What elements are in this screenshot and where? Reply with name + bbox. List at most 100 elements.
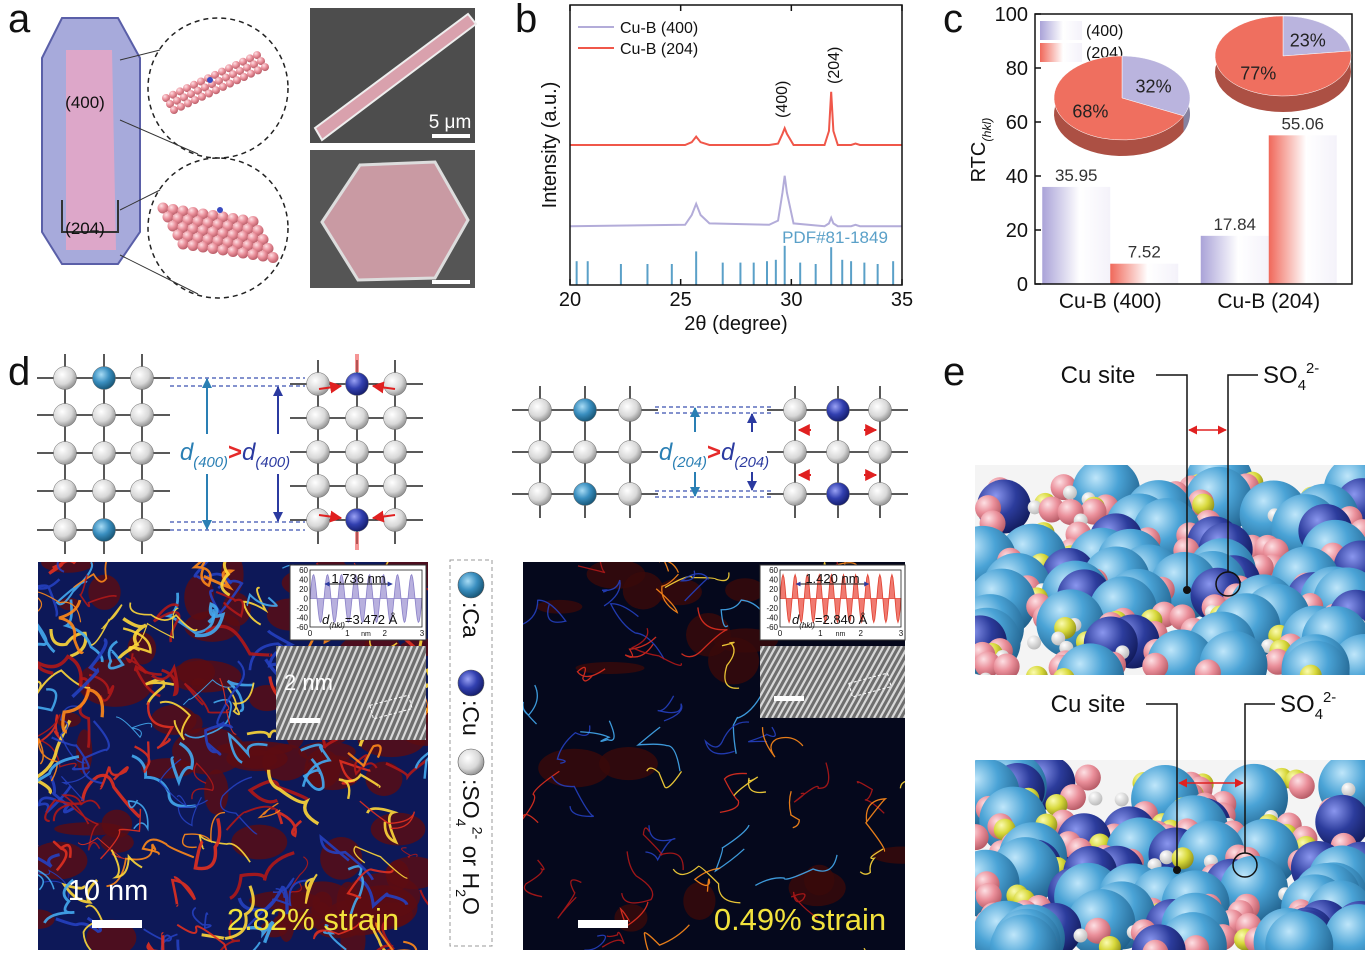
inset-tick-label: 0 (778, 629, 783, 638)
strain-texture (147, 701, 175, 750)
scale-bar (578, 920, 628, 928)
strain-texture (191, 762, 214, 800)
atom (225, 64, 233, 73)
d-spacing-label: d(hkl)=2.840 Å (792, 612, 868, 630)
atom (1062, 485, 1077, 500)
strain-texture (300, 743, 332, 788)
atom (130, 366, 154, 390)
callout-line (1244, 703, 1275, 853)
atom (197, 77, 205, 86)
atom (868, 398, 892, 422)
strain-texture (601, 931, 625, 948)
strain-texture (193, 562, 233, 585)
text-part: d (721, 439, 735, 466)
lattice-fringe (346, 646, 390, 740)
strain-texture (686, 613, 731, 657)
inset-axis-unit: nm (836, 631, 846, 638)
strain-texture (181, 811, 225, 849)
lattice-fringe (760, 646, 777, 678)
facet-label: (204) (65, 219, 105, 238)
strain-texture (577, 562, 606, 574)
strain-texture (38, 909, 55, 930)
strain-texture (804, 864, 835, 896)
atom (243, 63, 251, 72)
strain-texture (369, 915, 387, 950)
panel-label: b (515, 0, 537, 41)
zoom-line (119, 49, 161, 61)
strain-texture (657, 695, 683, 722)
text-part: > (228, 439, 242, 466)
strain-texture (44, 798, 83, 823)
atom (233, 76, 241, 85)
strain-texture (672, 865, 741, 904)
y-tick-label: 100 (995, 4, 1028, 26)
strain-texture (38, 591, 82, 623)
lattice-fringe (382, 646, 426, 740)
strain-texture (788, 791, 800, 829)
text-part: (204) (672, 455, 707, 471)
xrd-line (570, 91, 902, 146)
strain-texture (198, 834, 251, 863)
strain-texture (601, 579, 621, 607)
atom (219, 82, 227, 91)
inset-tick-label: 40 (299, 576, 308, 585)
text-part: (hkl) (799, 621, 815, 630)
strain-texture (153, 603, 181, 643)
lattice-fringe (406, 694, 426, 740)
text-part: d (659, 439, 673, 466)
atom (383, 406, 407, 430)
strain-texture (38, 853, 60, 868)
strain-texture (143, 928, 178, 950)
atom (573, 440, 597, 464)
atom (345, 474, 369, 498)
strain-texture (237, 885, 289, 915)
atom (212, 86, 220, 95)
scale-bar-label: 5 μm (429, 112, 472, 133)
lattice-fringe (891, 692, 905, 718)
atom (246, 54, 254, 63)
strain-texture (401, 847, 418, 858)
strain-texture (865, 798, 888, 853)
peak-label: (400) (774, 81, 791, 118)
atom (240, 73, 248, 81)
atom (236, 67, 244, 75)
strain-texture (51, 736, 90, 771)
strain-texture (359, 800, 416, 829)
strain-texture (366, 807, 399, 845)
inset-tick-label: 3 (420, 629, 425, 638)
strain-texture (133, 607, 179, 646)
lattice-fringe (412, 708, 426, 740)
x-tick-label: 20 (559, 289, 581, 311)
atom (162, 94, 170, 102)
atom (226, 79, 234, 88)
x-axis-label: 2θ (degree) (684, 313, 787, 335)
atom (1073, 928, 1088, 943)
strain-texture (72, 562, 108, 589)
atom (345, 372, 369, 396)
plot-frame (1034, 13, 1353, 285)
atom (157, 202, 169, 214)
lattice-fringe (376, 646, 420, 740)
atom (618, 440, 642, 464)
pie-slice (1282, 15, 1351, 57)
strain-texture (302, 757, 325, 791)
strain-texture (732, 688, 765, 754)
lattice-fringe (795, 646, 837, 718)
lattice-fringe (400, 680, 426, 740)
atom (1053, 667, 1075, 675)
strain-texture (288, 881, 356, 929)
bar (1200, 235, 1269, 284)
atom (247, 249, 259, 260)
site-label: Cu site (1051, 691, 1126, 718)
zoom-circle (147, 157, 289, 299)
strain-texture (347, 744, 382, 768)
strain-texture (599, 747, 658, 781)
inset-tick-label: -60 (296, 623, 308, 632)
strain-texture (642, 827, 684, 871)
atom (53, 441, 77, 465)
strain-texture (125, 653, 148, 674)
inset-tick-label: 1 (345, 629, 350, 638)
lattice-fringe (760, 646, 801, 718)
atom (177, 102, 185, 111)
